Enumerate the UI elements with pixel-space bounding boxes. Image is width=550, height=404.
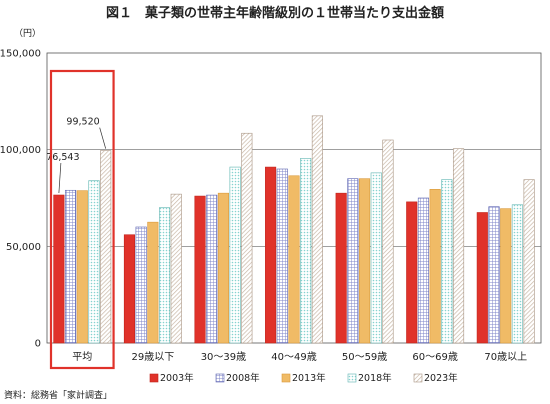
- y-axis-unit: （円）: [14, 28, 41, 39]
- y-tick-label: 100,000: [0, 145, 41, 156]
- bar: [406, 201, 418, 344]
- bar: [300, 158, 312, 344]
- bar: [311, 115, 323, 344]
- bar-series: [53, 115, 535, 344]
- leader-line: [99, 127, 107, 149]
- category-label: 平均: [72, 351, 92, 363]
- bar: [206, 194, 218, 344]
- bar: [123, 234, 136, 344]
- bar: [441, 179, 453, 344]
- legend-label: 2013年: [292, 372, 326, 384]
- highlight-box: [49, 69, 115, 370]
- bar: [335, 192, 347, 344]
- bar: [170, 193, 182, 344]
- bar: [288, 175, 300, 344]
- bar: [76, 190, 88, 344]
- category-label: 29歳以下: [131, 351, 174, 363]
- bar: [417, 197, 429, 344]
- bar: [241, 132, 253, 344]
- data-labels: 76,543 99,520: [46, 117, 107, 194]
- bar: [194, 195, 206, 344]
- category-label: 70歳以上: [484, 351, 527, 363]
- bar: [359, 178, 371, 344]
- bar: [147, 221, 159, 344]
- legend-swatch: [215, 373, 225, 383]
- data-label: 76,543: [46, 152, 79, 163]
- bar: [523, 179, 535, 344]
- data-label: 99,520: [66, 117, 99, 128]
- legend-label: 2023年: [424, 372, 458, 384]
- bar: [429, 189, 441, 344]
- legend-label: 2018年: [358, 372, 392, 384]
- bar: [217, 192, 229, 344]
- source-note: 資料：総務省「家計調査」: [4, 389, 112, 401]
- bar: [370, 172, 382, 344]
- chart-title: 図１ 菓子類の世帯主年齢階級別の１世帯当たり支出金額: [106, 5, 444, 21]
- legend-swatch: [149, 373, 159, 383]
- bar: [452, 148, 465, 344]
- bar: [159, 207, 171, 344]
- bar: [135, 226, 147, 344]
- bar: [276, 168, 288, 344]
- legend-label: 2003年: [160, 372, 194, 384]
- legend-swatch: [347, 373, 357, 383]
- y-tick-label: 50,000: [6, 242, 41, 253]
- bar: [511, 204, 523, 344]
- bar: [347, 178, 359, 344]
- bar: [100, 150, 112, 344]
- leader-line: [58, 162, 62, 194]
- legend-swatch: [281, 373, 291, 383]
- bar: [88, 180, 100, 344]
- bar: [65, 189, 77, 344]
- bar: [488, 206, 500, 344]
- bar: [53, 194, 65, 344]
- bar: [265, 166, 277, 344]
- bar: [476, 212, 488, 344]
- bar: [229, 166, 241, 344]
- legend-swatch: [413, 373, 423, 383]
- category-label: 60～69歳: [412, 351, 457, 363]
- category-label: 50～59歳: [342, 351, 387, 363]
- category-label: 30～39歳: [201, 351, 246, 363]
- bar: [382, 139, 394, 344]
- legend: 2003年 2008年 2013年 2018年 2023年: [149, 372, 458, 384]
- bar: [500, 208, 512, 344]
- category-label: 40～49歳: [271, 351, 316, 363]
- legend-label: 2008年: [226, 372, 260, 384]
- category-labels: 平均 29歳以下 30～39歳 40～49歳 50～59歳 60～69歳 70歳以上: [72, 351, 527, 363]
- y-tick-label: 0: [35, 339, 41, 350]
- y-axis-ticks: 0 50,000 100,000 150,000: [0, 49, 41, 350]
- y-tick-label: 150,000: [0, 49, 41, 60]
